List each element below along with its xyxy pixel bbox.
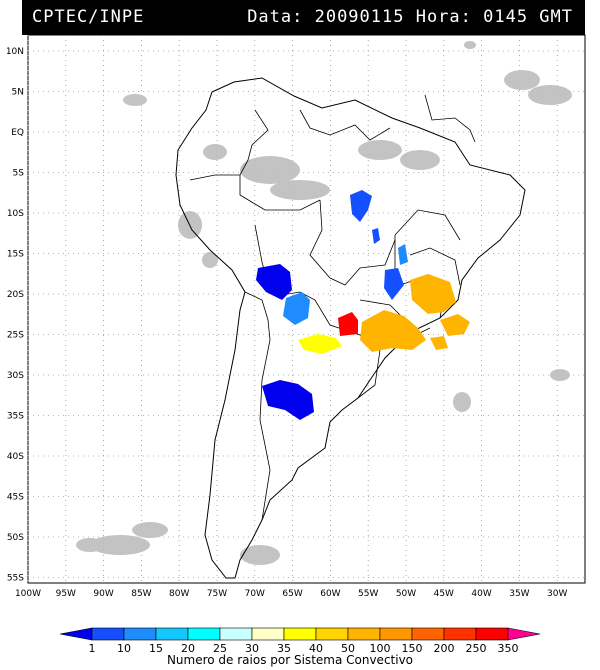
longitude-label: 80W (169, 589, 189, 599)
longitude-label: 95W (56, 589, 76, 599)
colorbar-tick-label: 30 (245, 642, 259, 655)
colorbar-swatch (283, 627, 317, 641)
colorbar-tick-label: 1 (89, 642, 96, 655)
system-yellow-1 (298, 334, 342, 354)
latitude-label: 45S (7, 493, 24, 503)
longitude-label: 85W (131, 589, 151, 599)
latitude-labels: 10N 5N EQ 5S 10S 15S 20S 25S 30S 35S 40S 45S 50S 55S (6, 47, 24, 584)
system-blue-3 (384, 268, 404, 300)
longitude-label: 35W (509, 589, 529, 599)
header-bar: CPTEC/INPE Data: 20090115 Hora: 0145 GMT (22, 0, 585, 35)
latitude-label: 15S (7, 250, 24, 260)
south-america-outline (175, 77, 526, 579)
latitude-label: EQ (11, 128, 24, 138)
colorbar-tick-label: 100 (370, 642, 391, 655)
colorbar-cap-right (507, 627, 541, 641)
longitude-label: 90W (93, 589, 113, 599)
convective-systems (256, 190, 470, 420)
latitude-label: 30S (7, 371, 24, 381)
system-orange-1 (410, 274, 456, 314)
colorbar (59, 627, 541, 641)
cloud-patches (76, 41, 572, 565)
colorbar-tick-label: 10 (117, 642, 131, 655)
colorbar-swatch (251, 627, 285, 641)
colorbar-swatch (155, 627, 189, 641)
colorbar-tick-label: 20 (181, 642, 195, 655)
colorbar-swatch (187, 627, 221, 641)
longitude-label: 100W (15, 589, 41, 599)
colorbar-tick-label: 15 (149, 642, 163, 655)
system-red-1 (338, 312, 358, 336)
latitude-label: 35S (7, 412, 24, 422)
system-lightblue-1 (398, 244, 408, 265)
latitude-label: 50S (7, 533, 24, 543)
latitude-label: 5N (12, 88, 24, 98)
longitude-label: 40W (471, 589, 491, 599)
system-orange-2 (360, 310, 426, 352)
longitude-label: 60W (320, 589, 340, 599)
colorbar-swatch (411, 627, 445, 641)
longitude-label: 50W (396, 589, 416, 599)
longitude-label: 65W (282, 589, 302, 599)
system-darkblue-2 (262, 380, 314, 420)
colorbar-swatch (347, 627, 381, 641)
colorbar-tick-label: 150 (402, 642, 423, 655)
colorbar-tick-label: 40 (309, 642, 323, 655)
latitude-label: 10S (7, 209, 24, 219)
colorbar-swatch (443, 627, 477, 641)
latitude-label: 25S (7, 331, 24, 341)
system-blue-1 (350, 190, 372, 222)
longitude-label: 45W (434, 589, 454, 599)
system-darkblue-1 (256, 264, 292, 300)
colorbar-tick-label: 50 (341, 642, 355, 655)
longitude-label: 55W (358, 589, 378, 599)
latitude-label: 5S (13, 169, 25, 179)
country-borders (189, 94, 476, 521)
latitude-label: 40S (7, 452, 24, 462)
system-lightblue-2 (283, 292, 310, 325)
longitude-label: 70W (245, 589, 265, 599)
colorbar-tick-label: 250 (466, 642, 487, 655)
colorbar-tick-label: 350 (498, 642, 519, 655)
longitude-labels: 100W 95W 90W 85W 80W 75W 70W 65W 60W 55W 50W 45W 40W… (15, 589, 568, 599)
colorbar-swatch (475, 627, 509, 641)
colorbar-ticks: 1 10 15 20 25 30 35 40 50 100 150 200 250 350 (89, 642, 519, 655)
colorbar-swatch (91, 627, 125, 641)
longitude-label: 30W (547, 589, 567, 599)
header-timestamp: Data: 20090115 Hora: 0145 GMT (247, 7, 573, 27)
colorbar-tick-label: 35 (277, 642, 291, 655)
colorbar-swatch (123, 627, 157, 641)
colorbar-title: Numero de raios por Sistema Convectivo (167, 653, 413, 667)
latitude-label: 20S (7, 290, 24, 300)
header-org: CPTEC/INPE (32, 7, 145, 27)
colorbar-tick-label: 25 (213, 642, 227, 655)
latitude-label: 55S (7, 574, 24, 584)
longitude-label: 75W (207, 589, 227, 599)
colorbar-swatch (315, 627, 349, 641)
colorbar-tick-label: 200 (434, 642, 455, 655)
system-orange-3 (440, 314, 470, 336)
colorbar-swatch (379, 627, 413, 641)
colorbar-cap-left (59, 627, 93, 641)
colorbar-swatch (219, 627, 253, 641)
system-orange-4 (430, 336, 448, 350)
system-blue-2 (372, 228, 380, 244)
latitude-label: 10N (6, 47, 24, 57)
